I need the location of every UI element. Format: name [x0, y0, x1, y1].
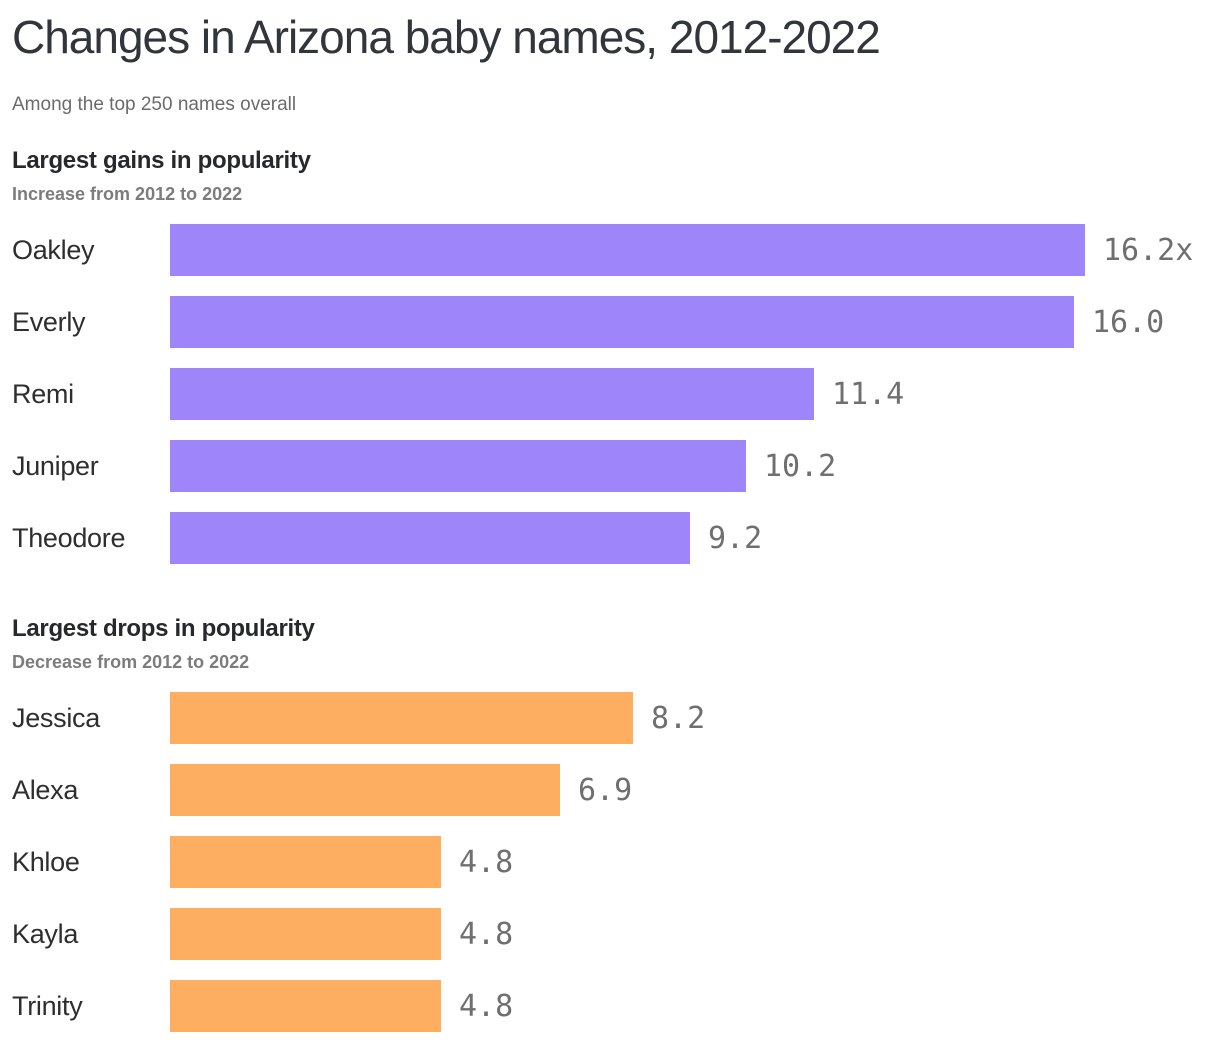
bar-row: Trinity 4.8 — [12, 980, 1208, 1032]
bar-row-label: Remi — [12, 378, 74, 409]
bar-area: 8.2 — [170, 692, 1208, 744]
bar-row: Jessica 8.2 — [12, 692, 1208, 744]
gains-section: Largest gains in popularity Increase fro… — [12, 146, 1208, 564]
bar-value-label: 9.2 — [708, 520, 763, 556]
bar-row-label: Khloe — [12, 846, 80, 877]
drops-bar-rows: Jessica 8.2 Alexa 6.9 Khloe 4.8 Kayla 4.… — [12, 692, 1208, 1032]
bar-row: Kayla 4.8 — [12, 908, 1208, 960]
gains-bar-rows: Oakley 16.2x Everly 16.0 Remi 11.4 Junip… — [12, 224, 1208, 564]
bar-row: Khloe 4.8 — [12, 836, 1208, 888]
bar-row-label: Jessica — [12, 702, 100, 733]
gains-section-title: Largest gains in popularity — [12, 147, 311, 174]
bar — [170, 224, 1085, 276]
bar-area: 11.4 — [170, 368, 1208, 420]
bar — [170, 368, 814, 420]
bar-area: 9.2 — [170, 512, 1208, 564]
bar-row: Remi 11.4 — [12, 368, 1208, 420]
bar — [170, 764, 560, 816]
bar-value-label: 4.8 — [459, 988, 514, 1024]
bar-row: Everly 16.0 — [12, 296, 1208, 348]
bar-row: Juniper 10.2 — [12, 440, 1208, 492]
bar — [170, 980, 441, 1032]
chart-subtitle: Among the top 250 names overall — [12, 94, 297, 115]
bar-row-label: Alexa — [12, 774, 79, 805]
bar-value-label: 10.2 — [764, 448, 837, 484]
bar — [170, 512, 690, 564]
bar — [170, 836, 441, 888]
bar-row: Theodore 9.2 — [12, 512, 1208, 564]
bar-row-label: Juniper — [12, 450, 99, 481]
bar-area: 4.8 — [170, 836, 1208, 888]
chart-title: Changes in Arizona baby names, 2012-2022 — [12, 11, 881, 63]
bar-row-label: Oakley — [12, 234, 95, 265]
bar-row-label: Trinity — [12, 990, 83, 1021]
bar-value-label: 8.2 — [651, 700, 706, 736]
bar-value-label: 11.4 — [832, 376, 905, 412]
bar-area: 4.8 — [170, 908, 1208, 960]
bar-row: Oakley 16.2x — [12, 224, 1208, 276]
bar — [170, 296, 1074, 348]
gains-section-subtitle: Increase from 2012 to 2022 — [12, 184, 243, 204]
bar — [170, 908, 441, 960]
bar-value-label: 4.8 — [459, 916, 514, 952]
bar-area: 16.0 — [170, 296, 1208, 348]
bar — [170, 440, 746, 492]
bar-row-label: Theodore — [12, 522, 126, 553]
bar-area: 4.8 — [170, 980, 1208, 1032]
bar-area: 10.2 — [170, 440, 1208, 492]
bar — [170, 692, 633, 744]
drops-section-title: Largest drops in popularity — [12, 615, 315, 642]
drops-section-subtitle: Decrease from 2012 to 2022 — [12, 652, 250, 672]
bar-value-label: 16.2x — [1103, 232, 1194, 268]
bar-area: 16.2x — [170, 224, 1208, 276]
bar-row: Alexa 6.9 — [12, 764, 1208, 816]
bar-row-label: Everly — [12, 306, 86, 337]
bar-row-label: Kayla — [12, 918, 79, 949]
drops-section: Largest drops in popularity Decrease fro… — [12, 614, 1208, 1032]
bar-value-label: 6.9 — [578, 772, 633, 808]
bar-value-label: 16.0 — [1092, 304, 1165, 340]
bar-area: 6.9 — [170, 764, 1208, 816]
bar-value-label: 4.8 — [459, 844, 514, 880]
